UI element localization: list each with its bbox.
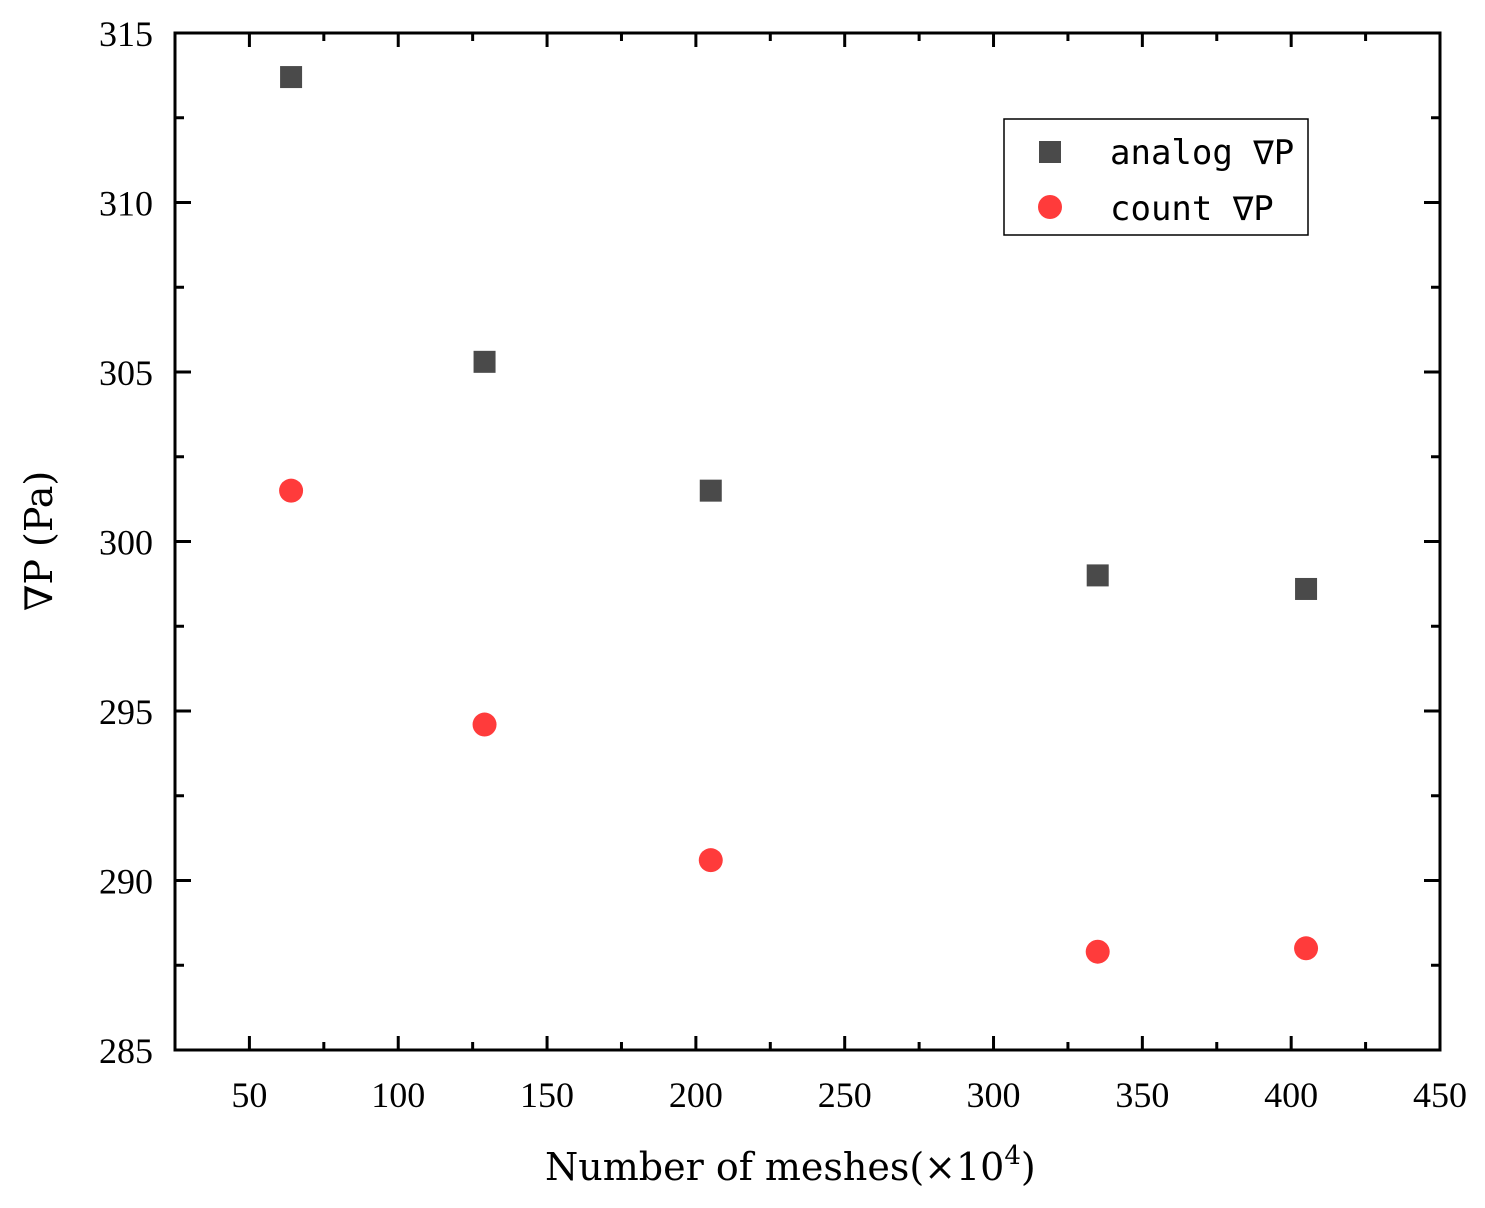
legend: analog ∇P count ∇P bbox=[1003, 118, 1309, 236]
x-tick-labels: 50 100 150 200 250 300 350 400 450 bbox=[231, 1075, 1467, 1115]
legend-square-marker bbox=[1039, 141, 1061, 163]
legend-label-analog: analog ∇P bbox=[1110, 133, 1294, 173]
x-axis-title: Number of meshes(×104) bbox=[545, 1141, 1036, 1189]
x-tick-label: 350 bbox=[1115, 1075, 1169, 1115]
x-tick-label: 250 bbox=[818, 1075, 872, 1115]
count-point bbox=[279, 478, 304, 503]
analog-point bbox=[699, 479, 722, 502]
data-points bbox=[279, 66, 1319, 964]
y-tick-label: 295 bbox=[99, 692, 153, 732]
x-axis-title-main: Number of meshes(×10 bbox=[545, 1145, 1004, 1189]
y-tick-label: 310 bbox=[99, 184, 153, 224]
x-tick-label: 50 bbox=[231, 1075, 267, 1115]
y-tick-label: 315 bbox=[99, 14, 153, 54]
analog-point bbox=[473, 350, 496, 373]
count-point bbox=[1085, 939, 1110, 964]
x-tick-label: 200 bbox=[669, 1075, 723, 1115]
count-point bbox=[472, 712, 497, 737]
tick-marks bbox=[175, 33, 1442, 1050]
x-tick-label: 450 bbox=[1413, 1075, 1467, 1115]
analog-point bbox=[1086, 564, 1109, 587]
x-axis-title-close: ) bbox=[1021, 1145, 1036, 1189]
x-tick-label: 300 bbox=[967, 1075, 1021, 1115]
count-point bbox=[698, 848, 723, 873]
x-tick-label: 400 bbox=[1264, 1075, 1318, 1115]
y-tick-labels: 285 290 295 300 305 310 315 bbox=[99, 14, 153, 1071]
legend-label-count: count ∇P bbox=[1110, 189, 1274, 229]
y-tick-label: 285 bbox=[99, 1031, 153, 1071]
y-tick-label: 300 bbox=[99, 523, 153, 563]
legend-circle-marker bbox=[1038, 195, 1062, 219]
analog-point bbox=[1295, 577, 1318, 600]
y-axis-title: ∇P (Pa) bbox=[17, 471, 61, 611]
y-tick-label: 290 bbox=[99, 862, 153, 902]
x-tick-label: 150 bbox=[520, 1075, 574, 1115]
y-tick-label: 305 bbox=[99, 353, 153, 393]
analog-point bbox=[280, 66, 303, 89]
count-point bbox=[1294, 936, 1319, 961]
x-tick-label: 100 bbox=[371, 1075, 425, 1115]
x-axis-title-superscript: 4 bbox=[1004, 1141, 1021, 1171]
